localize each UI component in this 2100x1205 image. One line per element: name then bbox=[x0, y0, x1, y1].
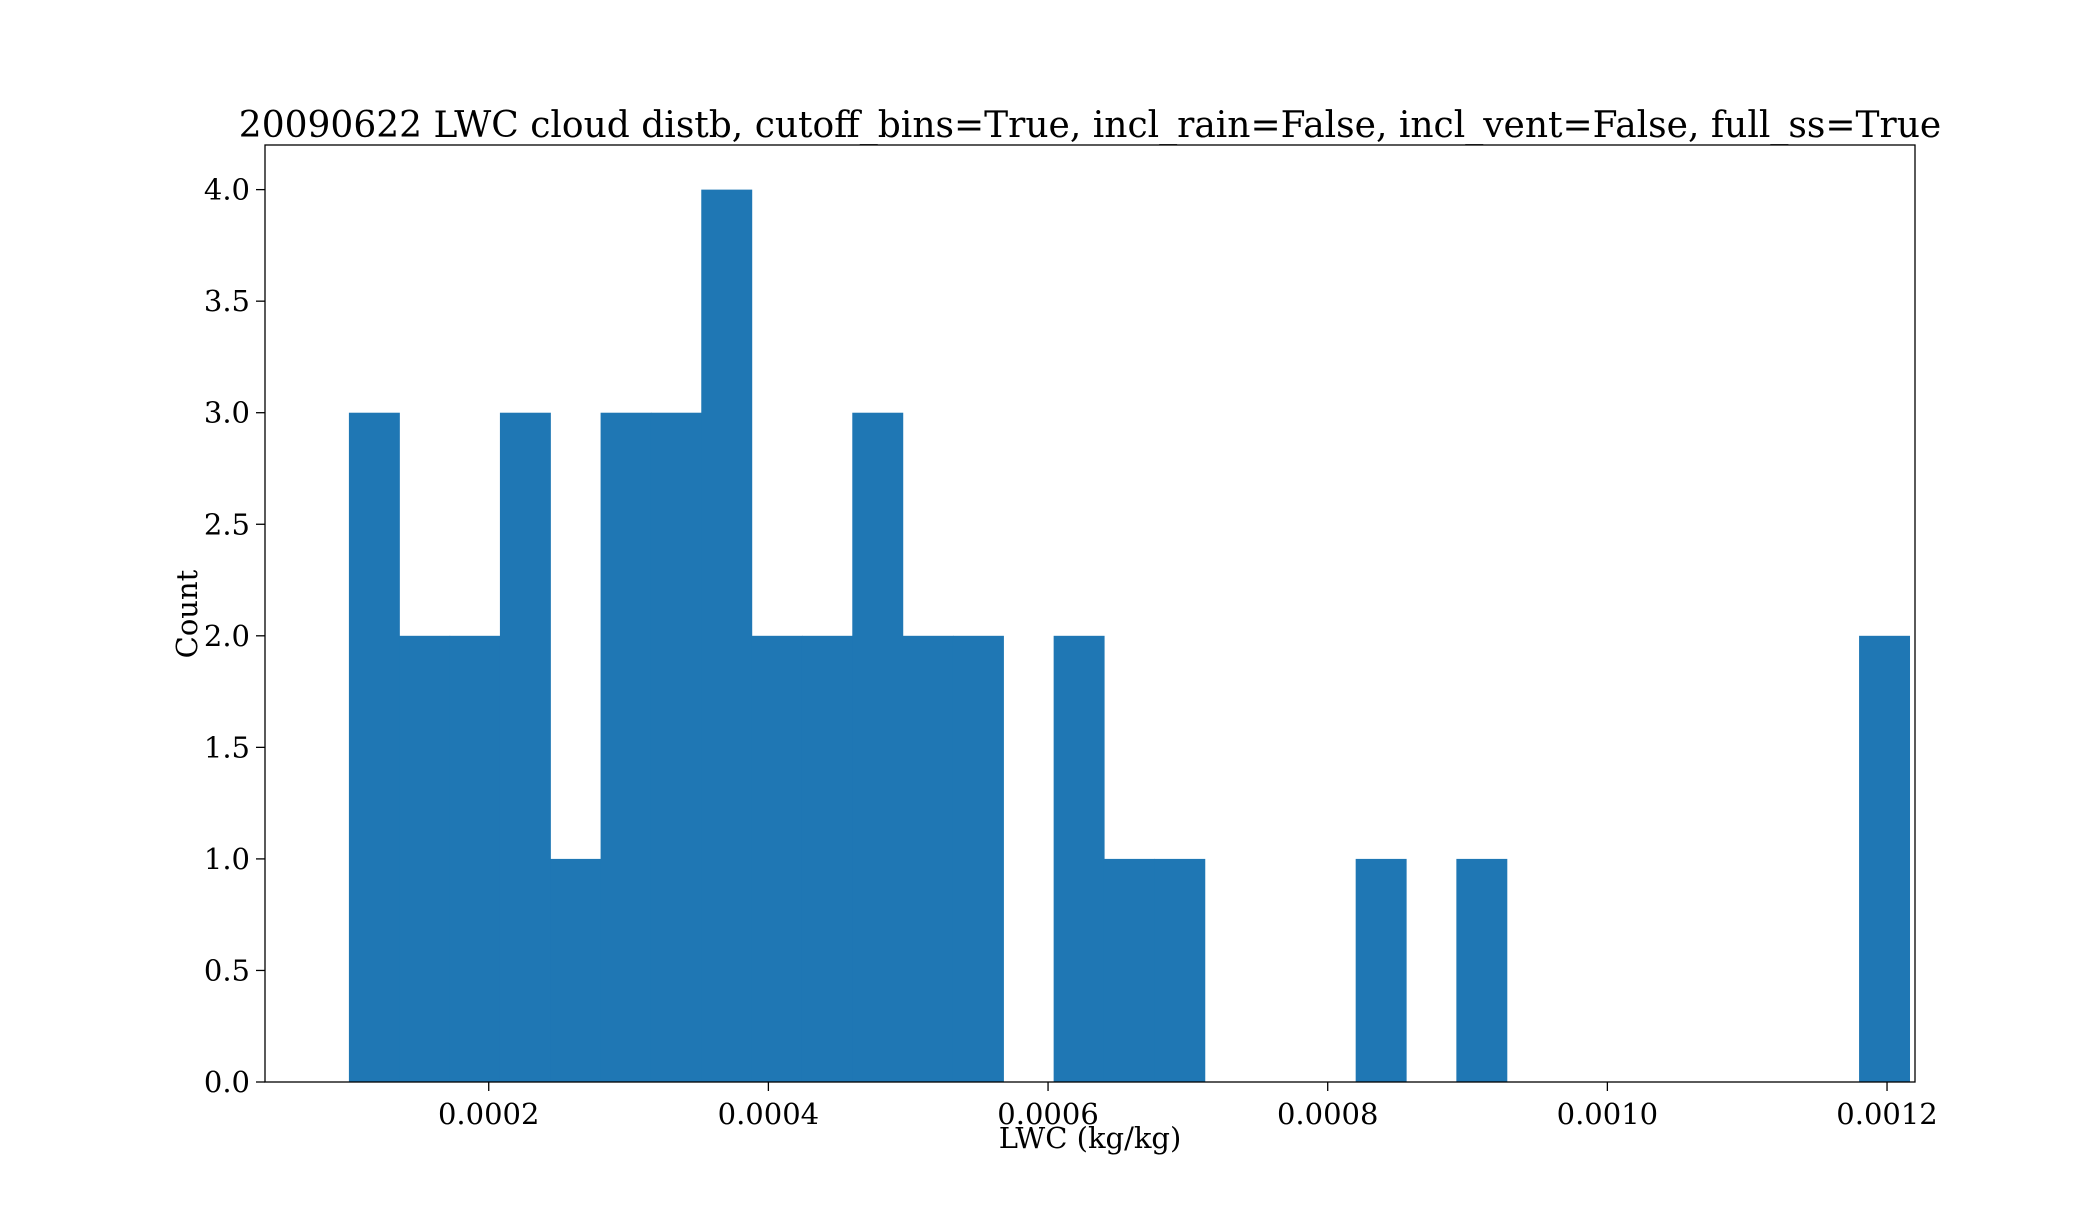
y-axis-label: Count bbox=[170, 569, 204, 658]
histogram-bar-10 bbox=[852, 412, 904, 1083]
histogram-bar-30 bbox=[1859, 635, 1911, 1082]
x-axis: 0.0002 0.0004 0.0006 0.0008 0.0010 0.0012 bbox=[438, 1082, 1938, 1131]
histogram-bar-3 bbox=[499, 412, 551, 1083]
histogram-bar-1 bbox=[399, 635, 451, 1082]
chart-title: 20090622 LWC cloud distb, cutoff_bins=Tr… bbox=[239, 105, 1941, 146]
y-tick-label: 2.5 bbox=[204, 507, 250, 541]
x-tick-label: 0.0002 bbox=[438, 1097, 539, 1131]
y-tick-label: 1.0 bbox=[204, 842, 250, 876]
y-tick-label: 2.0 bbox=[204, 619, 250, 653]
y-axis: 0.0 0.5 1.0 1.5 2.0 2.5 3.0 3.5 4.0 bbox=[204, 173, 265, 1099]
x-axis-label: LWC (kg/kg) bbox=[999, 1121, 1182, 1155]
plot-frame bbox=[264, 144, 1916, 1083]
y-tick-label: 1.5 bbox=[204, 730, 250, 764]
x-tick-label: 0.0012 bbox=[1836, 1097, 1937, 1131]
histogram-bar-0 bbox=[348, 412, 400, 1083]
y-tick-label: 3.0 bbox=[204, 396, 250, 430]
histogram-bar-16 bbox=[1154, 858, 1206, 1082]
histogram-bar-8 bbox=[751, 635, 803, 1082]
histogram-bar-11 bbox=[902, 635, 954, 1082]
x-tick-label: 0.0010 bbox=[1557, 1097, 1658, 1131]
y-tick-label: 0.0 bbox=[204, 1065, 250, 1099]
y-tick-label: 0.5 bbox=[204, 953, 250, 987]
x-tick-label: 0.0006 bbox=[997, 1097, 1098, 1131]
histogram-bar-12 bbox=[952, 635, 1004, 1082]
histogram-bar-15 bbox=[1103, 858, 1155, 1082]
y-tick-label: 4.0 bbox=[204, 173, 250, 207]
histogram-bar-9 bbox=[801, 635, 853, 1082]
histogram-bar-22 bbox=[1456, 858, 1508, 1082]
histogram-bar-20 bbox=[1355, 858, 1407, 1082]
y-tick-label: 3.5 bbox=[204, 284, 250, 318]
histogram-bar-2 bbox=[449, 635, 501, 1082]
histogram-bar-14 bbox=[1053, 635, 1105, 1082]
histogram-bar-7 bbox=[701, 189, 753, 1082]
x-tick-label: 0.0008 bbox=[1277, 1097, 1378, 1131]
bars-group bbox=[348, 189, 1911, 1083]
histogram-bar-4 bbox=[550, 858, 602, 1082]
histogram-bar-5 bbox=[600, 412, 652, 1083]
histogram-bar-6 bbox=[650, 412, 702, 1083]
x-tick-label: 0.0004 bbox=[718, 1097, 819, 1131]
